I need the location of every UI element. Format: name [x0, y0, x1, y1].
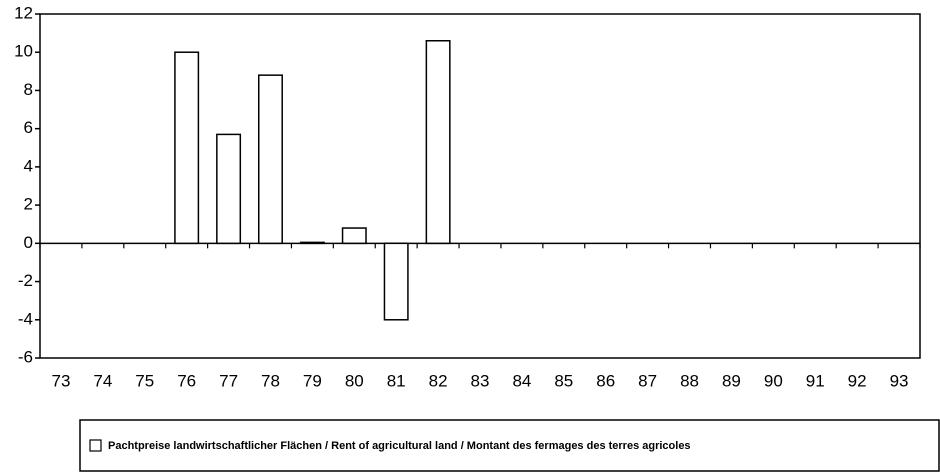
bar: [257, 74, 283, 245]
bar: [174, 51, 200, 245]
y-tick-label: 10: [14, 42, 33, 61]
x-tick-label: 77: [219, 371, 238, 390]
x-tick-label: 84: [512, 371, 531, 390]
x-tick-label: 85: [554, 371, 573, 390]
x-tick-label: 90: [764, 371, 783, 390]
x-tick-label: 88: [680, 371, 699, 390]
bar: [383, 242, 409, 321]
x-tick-label: 83: [471, 371, 490, 390]
x-tick-label: 91: [806, 371, 825, 390]
x-tick-label: 82: [429, 371, 448, 390]
x-tick-label: 80: [345, 371, 364, 390]
x-tick-label: 87: [638, 371, 657, 390]
bar: [216, 133, 242, 245]
x-tick-label: 89: [722, 371, 741, 390]
x-tick-label: 79: [303, 371, 322, 390]
x-tick-label: 93: [890, 371, 909, 390]
x-tick-label: 75: [135, 371, 154, 390]
legend-label: Pachtpreise landwirtschaftlicher Flächen…: [108, 440, 691, 452]
legend-swatch: [89, 439, 102, 452]
y-tick-label: 6: [24, 118, 33, 137]
y-tick-label: 0: [24, 233, 33, 252]
x-tick-label: 76: [177, 371, 196, 390]
bar: [341, 227, 367, 245]
y-tick-label: 12: [14, 3, 33, 22]
legend-box: [79, 419, 940, 472]
bar: [425, 40, 451, 245]
x-tick-label: 92: [848, 371, 867, 390]
y-tick-label: 2: [24, 195, 33, 214]
y-tick-label: 4: [24, 156, 33, 175]
x-tick-label: 81: [387, 371, 406, 390]
bar: [299, 241, 325, 245]
x-tick-label: 73: [51, 371, 70, 390]
x-tick-label: 74: [93, 371, 112, 390]
y-tick-label: -4: [18, 309, 33, 328]
y-tick-label: -2: [18, 271, 33, 290]
x-tick-label: 86: [596, 371, 615, 390]
plot-area: [39, 13, 921, 359]
y-tick-label: 8: [24, 80, 33, 99]
x-tick-label: 78: [261, 371, 280, 390]
y-tick-label: -6: [18, 347, 33, 366]
